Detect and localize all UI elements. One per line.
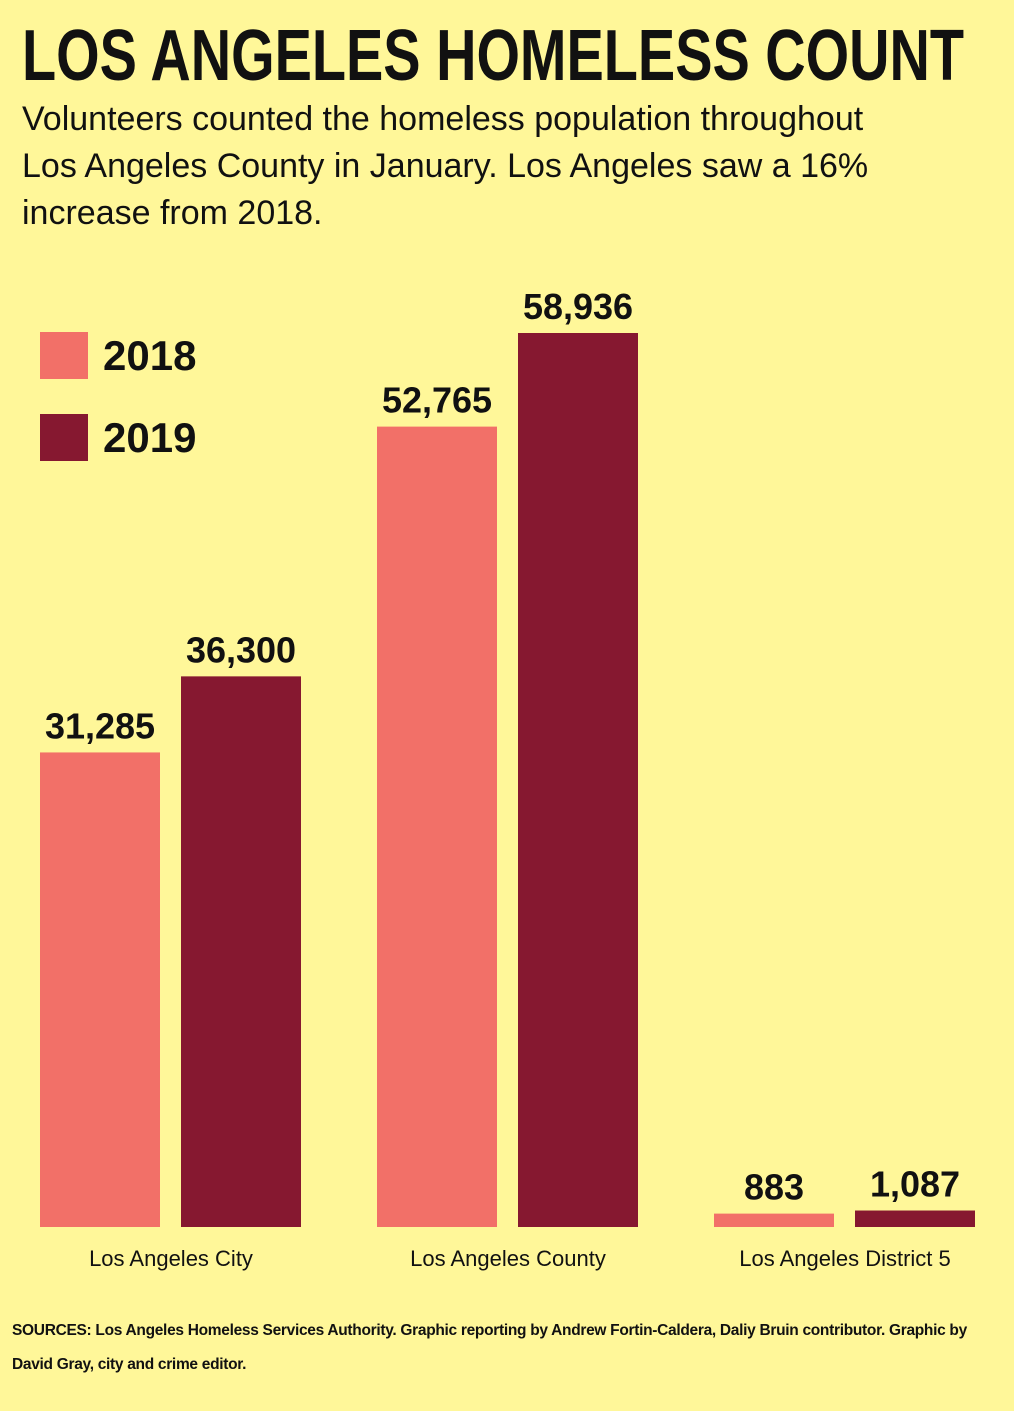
value-label: 31,285 xyxy=(45,705,155,746)
value-label: 883 xyxy=(744,1167,804,1208)
legend-label: 2018 xyxy=(103,332,196,379)
value-label: 58,936 xyxy=(523,286,633,327)
source-note: SOURCES: Los Angeles Homeless Services A… xyxy=(12,1322,967,1373)
x-tick-label: Los Angeles City xyxy=(89,1246,253,1271)
bar xyxy=(40,752,160,1227)
chart-title: LOS ANGELES HOMELESS COUNT xyxy=(22,16,964,96)
bar xyxy=(181,676,301,1227)
bar xyxy=(518,333,638,1227)
value-label: 1,087 xyxy=(870,1164,960,1205)
x-tick-label: Los Angeles County xyxy=(410,1246,606,1271)
chart: LOS ANGELES HOMELESS COUNT 2018 2019 Los A… xyxy=(22,16,975,1271)
chart-subtitle: Volunteers counted the homeless populati… xyxy=(22,100,869,232)
legend-swatch xyxy=(40,332,88,379)
value-label: 52,765 xyxy=(382,380,492,421)
bar xyxy=(714,1213,834,1227)
legend-swatch xyxy=(40,414,88,461)
legend-label: 2019 xyxy=(103,414,196,461)
value-label: 36,300 xyxy=(186,629,296,670)
bar xyxy=(855,1210,975,1227)
bar xyxy=(377,426,497,1227)
x-tick-label: Los Angeles District 5 xyxy=(739,1246,951,1271)
